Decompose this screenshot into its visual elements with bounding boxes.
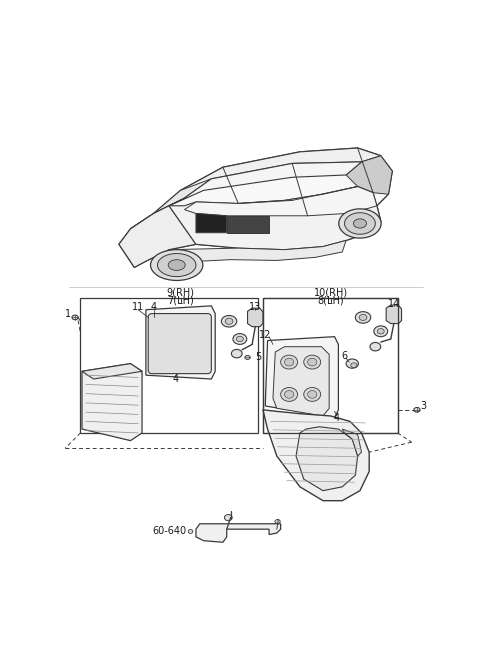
Ellipse shape — [308, 358, 317, 366]
Bar — [263, 298, 398, 433]
Text: 4: 4 — [151, 302, 156, 312]
Polygon shape — [169, 186, 381, 250]
Ellipse shape — [225, 514, 232, 521]
Ellipse shape — [225, 318, 233, 324]
Text: 3: 3 — [421, 401, 427, 411]
Ellipse shape — [151, 250, 203, 281]
Text: 10(RH): 10(RH) — [313, 288, 348, 298]
Text: 4: 4 — [172, 374, 178, 384]
Ellipse shape — [281, 388, 298, 401]
Polygon shape — [273, 346, 329, 416]
Text: 5: 5 — [255, 352, 262, 363]
Ellipse shape — [231, 350, 242, 358]
Polygon shape — [82, 363, 142, 441]
Polygon shape — [119, 206, 196, 268]
Text: 8(LH): 8(LH) — [317, 295, 344, 306]
Polygon shape — [296, 427, 358, 491]
Polygon shape — [346, 155, 392, 194]
Ellipse shape — [370, 342, 381, 351]
Ellipse shape — [275, 520, 280, 523]
Polygon shape — [227, 216, 269, 233]
Ellipse shape — [285, 358, 294, 366]
Text: 11: 11 — [132, 302, 144, 312]
Polygon shape — [146, 306, 215, 379]
Text: 60-640: 60-640 — [153, 527, 187, 537]
Ellipse shape — [188, 529, 193, 533]
Ellipse shape — [233, 334, 247, 344]
Polygon shape — [196, 523, 281, 543]
Text: 13: 13 — [249, 302, 262, 312]
Text: 7(LH): 7(LH) — [167, 295, 194, 306]
Ellipse shape — [377, 329, 384, 334]
Polygon shape — [386, 305, 402, 323]
Polygon shape — [154, 179, 211, 213]
Polygon shape — [248, 308, 263, 327]
Ellipse shape — [308, 390, 317, 398]
Text: 12: 12 — [259, 330, 271, 340]
Ellipse shape — [359, 314, 367, 321]
Polygon shape — [82, 363, 142, 379]
Ellipse shape — [414, 407, 420, 412]
Bar — [263, 298, 398, 433]
Ellipse shape — [236, 337, 243, 342]
Text: 6: 6 — [341, 351, 348, 361]
Ellipse shape — [339, 209, 381, 238]
Ellipse shape — [168, 260, 185, 270]
FancyBboxPatch shape — [148, 314, 211, 374]
Polygon shape — [196, 213, 227, 233]
Ellipse shape — [345, 213, 375, 234]
Text: 9(RH): 9(RH) — [167, 288, 194, 298]
Ellipse shape — [355, 312, 371, 323]
Polygon shape — [265, 337, 338, 417]
Ellipse shape — [157, 253, 196, 277]
Ellipse shape — [346, 359, 359, 368]
Polygon shape — [342, 429, 361, 456]
Polygon shape — [184, 186, 377, 216]
Text: 1: 1 — [65, 308, 71, 319]
Ellipse shape — [304, 355, 321, 369]
Ellipse shape — [374, 326, 388, 337]
Polygon shape — [180, 148, 381, 198]
Ellipse shape — [353, 219, 367, 228]
Ellipse shape — [281, 355, 298, 369]
Ellipse shape — [221, 316, 237, 327]
Polygon shape — [131, 162, 361, 229]
Polygon shape — [119, 148, 392, 268]
Bar — [81, 298, 258, 433]
Ellipse shape — [72, 315, 78, 319]
Polygon shape — [168, 240, 346, 262]
Polygon shape — [263, 410, 369, 501]
Ellipse shape — [285, 390, 294, 398]
Ellipse shape — [245, 356, 250, 359]
Text: 4: 4 — [334, 413, 340, 422]
Ellipse shape — [351, 363, 357, 367]
Ellipse shape — [304, 388, 321, 401]
Text: 14: 14 — [388, 298, 400, 308]
